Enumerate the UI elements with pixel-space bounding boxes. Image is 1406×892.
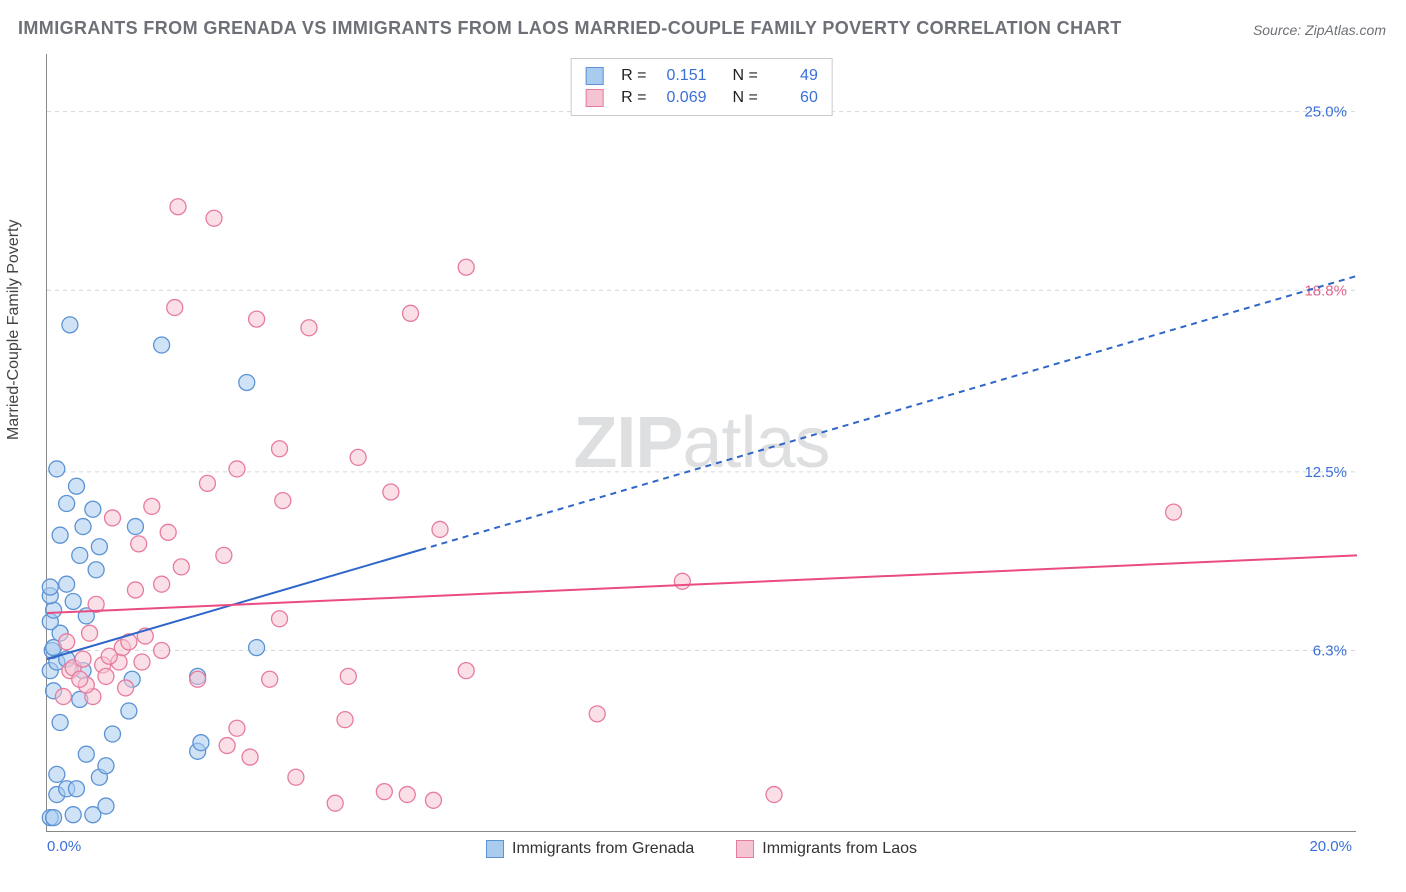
legend-row-grenada: R =0.151N =49: [585, 65, 818, 87]
legend-item-laos: Immigrants from Laos: [736, 840, 917, 858]
trendline-layer: [47, 54, 1356, 831]
x-axis-max-label: 20.0%: [1309, 838, 1352, 855]
source-attribution: Source: ZipAtlas.com: [1253, 22, 1386, 38]
plot-area: ZIPatlas 6.3%12.5%18.8%25.0% R =0.151N =…: [46, 54, 1356, 832]
x-axis-min-label: 0.0%: [47, 838, 81, 855]
y-axis-label: Married-Couple Family Poverty: [5, 219, 23, 440]
chart-title: IMMIGRANTS FROM GRENADA VS IMMIGRANTS FR…: [18, 18, 1122, 39]
legend-item-grenada: Immigrants from Grenada: [486, 840, 694, 858]
legend-row-laos: R =0.069N =60: [585, 87, 818, 109]
correlation-legend: R =0.151N =49R =0.069N =60: [570, 58, 833, 116]
series-legend: Immigrants from Grenada Immigrants from L…: [47, 835, 1356, 863]
